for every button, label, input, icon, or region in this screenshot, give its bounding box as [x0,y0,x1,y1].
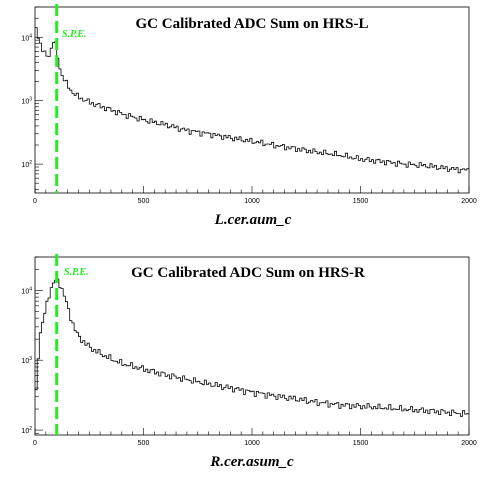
y-tick-label: 104 [21,33,32,42]
spe-marker-label: S.P.E. [62,29,87,40]
x-tick-label: 1500 [353,198,369,205]
x-tick-label: 500 [138,198,150,205]
x-axis: 0 500 1000 1500 2000 [33,186,477,205]
y-axis: 102 103 104 [21,256,43,435]
chart-hrs-r: 0 500 1000 1500 2000 102 103 104 S.P.E. GC Cal… [21,254,477,470]
y-axis: 102 103 104 [21,6,43,190]
y-tick-label: 104 [21,286,32,295]
y-tick-label: 103 [21,356,32,365]
x-axis: 0 500 1000 1500 2000 [33,428,477,447]
y-tick-label: 102 [21,160,32,169]
histogram-line [35,27,469,174]
chart-title: GC Calibrated ADC Sum on HRS-R [131,265,365,281]
y-tick-label: 103 [21,97,32,106]
x-tick-label: 0 [33,198,37,205]
x-tick-label: 1500 [353,440,369,447]
y-tick-label: 102 [21,426,32,435]
plot-frame [34,6,470,194]
chart-hrs-l: 0 500 1000 1500 2000 102 103 104 S.P.E. GC Cal… [21,4,477,228]
histogram-line [35,278,469,417]
x-tick-label: 500 [138,440,150,447]
chart-title: GC Calibrated ADC Sum on HRS-L [136,16,369,32]
x-tick-label: 1000 [244,198,260,205]
plot-frame [34,256,470,436]
x-tick-label: 2000 [461,198,477,205]
x-axis-label: R.cer.asum_c [209,454,294,470]
x-tick-label: 2000 [461,440,477,447]
spe-marker-label: S.P.E. [64,267,89,278]
x-tick-label: 0 [33,440,37,447]
x-axis-label: L.cer.aum_c [214,212,292,228]
x-tick-label: 1000 [244,440,260,447]
